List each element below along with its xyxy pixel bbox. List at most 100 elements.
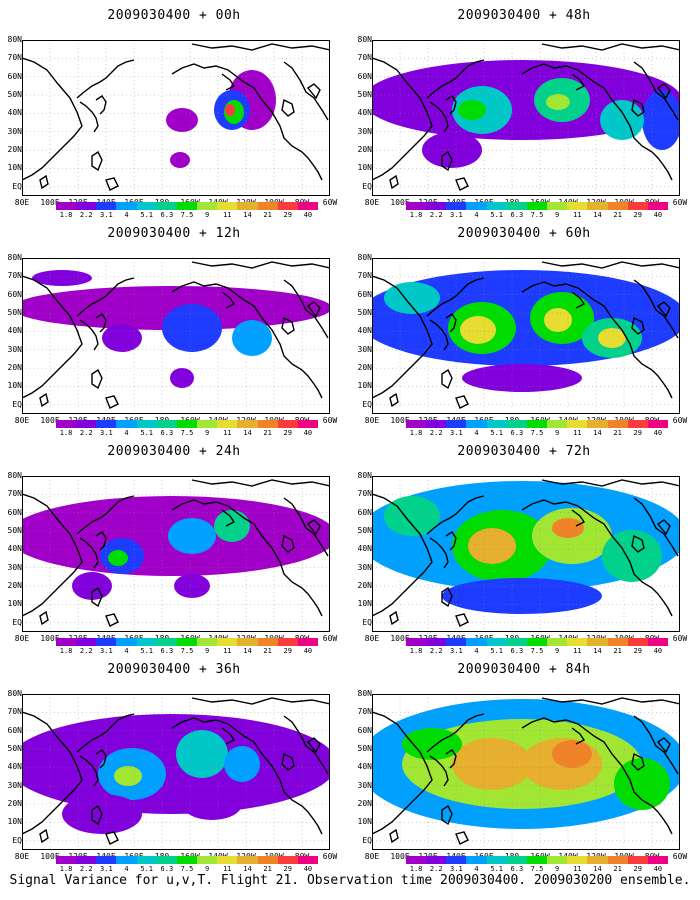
colorbar-swatch xyxy=(607,856,628,864)
colorbar-label: 11 xyxy=(223,865,232,873)
coastline xyxy=(171,63,303,153)
coastline xyxy=(221,291,236,309)
lat-tick-label: 40N xyxy=(357,544,372,554)
colorbar-label: 7.5 xyxy=(530,647,544,655)
variance-contour xyxy=(546,94,570,110)
lat-tick-label: 20N xyxy=(357,145,372,155)
panel-title: 2009030400 + 24h xyxy=(107,444,241,459)
lon-tick-label: 80E xyxy=(14,198,30,207)
colorbar-label: 4 xyxy=(474,429,479,437)
lat-tick-label: 10N xyxy=(7,599,22,609)
variance-contour xyxy=(602,530,662,582)
coastline xyxy=(445,749,457,769)
colorbar-swatch xyxy=(567,202,588,210)
colorbar-label: 11 xyxy=(223,211,232,219)
colorbar-swatch xyxy=(446,420,467,428)
lon-tick-label: 80E xyxy=(14,852,30,861)
coastline xyxy=(633,497,679,557)
coastline xyxy=(22,275,83,399)
coastline xyxy=(191,479,330,487)
variance-contour xyxy=(168,518,216,554)
colorbar-label: 1.8 xyxy=(59,429,73,437)
colorbar-swatch xyxy=(526,638,548,646)
lat-tick-label: 40N xyxy=(7,762,22,772)
colorbar-swatch xyxy=(217,420,238,428)
colorbar-swatch xyxy=(426,856,447,864)
colorbar-swatch xyxy=(627,202,648,210)
colorbar-swatch xyxy=(237,856,258,864)
colorbar xyxy=(56,638,319,646)
coastline xyxy=(306,301,321,318)
coastline xyxy=(283,61,329,121)
lat-tick-label: EQ xyxy=(12,835,22,845)
colorbar-swatch xyxy=(567,856,588,864)
colorbar-swatch xyxy=(486,856,507,864)
coastline xyxy=(633,715,679,775)
colorbar-label: 29 xyxy=(283,429,292,437)
colorbar-swatch xyxy=(526,856,548,864)
colorbar-label: 5.1 xyxy=(490,865,504,873)
colorbar-label: 3.1 xyxy=(100,429,113,437)
variance-contour xyxy=(402,728,462,760)
coastline xyxy=(79,537,99,569)
map-area xyxy=(22,476,330,632)
colorbar-label: 7.5 xyxy=(530,211,544,219)
lat-tick-label: 10N xyxy=(7,817,22,827)
colorbar-swatch xyxy=(547,202,568,210)
colorbar-label: 4 xyxy=(124,865,129,873)
colorbar-label: 9 xyxy=(205,865,210,873)
colorbar-swatch xyxy=(237,420,258,428)
coastline xyxy=(631,534,645,553)
colorbar-swatch xyxy=(116,638,137,646)
lon-tick-label: 80E xyxy=(364,634,380,643)
coastline xyxy=(389,610,399,626)
lat-tick-label: 60N xyxy=(357,507,372,517)
lon-tick-label: 100E xyxy=(390,852,410,861)
colorbar-label: 21 xyxy=(263,647,272,655)
coastline xyxy=(389,174,399,190)
colorbar-label: 21 xyxy=(263,211,272,219)
coastline xyxy=(372,493,433,617)
lat-tick-label: 80N xyxy=(357,35,372,44)
coastline xyxy=(39,828,49,844)
lat-tick-label: EQ xyxy=(12,181,22,191)
colorbar-label: 3.1 xyxy=(100,647,113,655)
colorbar-label: 3.1 xyxy=(450,865,463,873)
lon-tick-label: 80E xyxy=(364,198,380,207)
colorbar-swatch xyxy=(587,638,608,646)
colorbar-swatch xyxy=(257,856,278,864)
coastline xyxy=(521,63,653,153)
coastline xyxy=(426,495,485,535)
colorbar-swatch xyxy=(297,638,319,646)
coastline xyxy=(283,279,329,339)
coastline xyxy=(39,392,49,408)
colorbar-swatch xyxy=(197,638,218,646)
colorbar xyxy=(406,202,669,210)
lat-tick-label: 30N xyxy=(357,344,372,354)
lat-tick-label: 60N xyxy=(357,289,372,299)
coastline xyxy=(221,727,236,745)
colorbar-label: 5.1 xyxy=(140,429,154,437)
coastline xyxy=(429,755,449,787)
colorbar-label: 6.3 xyxy=(160,211,174,219)
coastline xyxy=(455,177,469,191)
forecast-panel: 2009030400 + 84h 80N 70N 60N 50N 40N 30N 20N 10N… xyxy=(350,654,698,873)
coastline xyxy=(455,831,469,845)
variance-contour xyxy=(384,282,440,314)
coastline xyxy=(656,301,671,318)
coastline xyxy=(91,368,103,390)
colorbar-label: 3.1 xyxy=(450,211,463,219)
colorbar-label: 5.1 xyxy=(140,865,154,873)
lat-tick-label: 50N xyxy=(357,744,372,754)
panel-title: 2009030400 + 00h xyxy=(107,8,241,23)
colorbar-label: 40 xyxy=(303,429,313,437)
lat-tick-label: 10N xyxy=(7,163,22,173)
colorbar-swatch xyxy=(426,420,447,428)
variance-contour xyxy=(642,90,680,150)
lon-tick-label: 100E xyxy=(40,634,60,643)
panel-title: 2009030400 + 60h xyxy=(457,226,591,241)
lat-tick-label: 20N xyxy=(7,145,22,155)
colorbar-swatch xyxy=(76,638,97,646)
colorbar-label: 6.3 xyxy=(510,429,524,437)
panel-title: 2009030400 + 36h xyxy=(107,662,241,677)
